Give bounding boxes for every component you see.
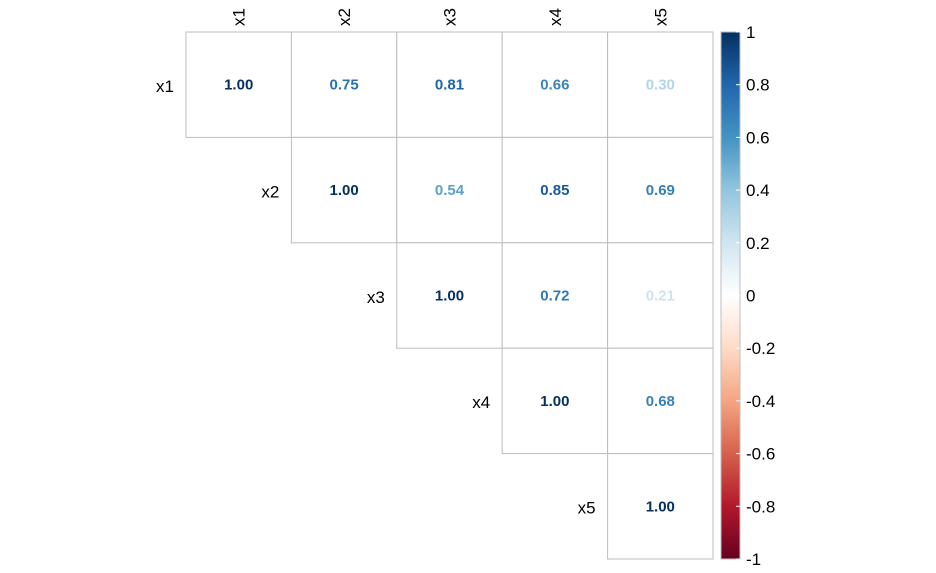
value-label-x2-x4: 0.85 — [540, 182, 569, 199]
cell-x4-x4 — [501, 347, 609, 455]
row-label-x5: x5 — [578, 499, 596, 518]
colorbar-tick-label: -0.2 — [746, 339, 775, 358]
colorbar-tick-label: -0.8 — [746, 497, 775, 516]
column-label-x2: x2 — [335, 8, 354, 26]
cell-x3-x3 — [396, 242, 503, 349]
colorbar-tick-label: 0 — [746, 287, 755, 306]
cell-x2-x2 — [290, 136, 398, 244]
value-label-x3-x3: 1.00 — [435, 288, 464, 305]
cell-x1-x5 — [607, 31, 714, 138]
colorbar-tick-label: -1 — [746, 550, 761, 569]
cell-x1-x4 — [501, 31, 609, 138]
cell-x1-x3 — [396, 31, 503, 138]
value-label-x2-x3: 0.54 — [435, 182, 465, 199]
value-label-x5-x5: 1.00 — [646, 498, 675, 515]
column-label-x4: x4 — [546, 8, 565, 26]
correlation-grid: 1.00 0.75 0.81 0.66 0.30 1.00 0.54 0.85 0.69 1.00… — [185, 31, 714, 560]
colorbar-tick-label: 0.6 — [746, 128, 770, 147]
column-label-x1: x1 — [230, 8, 249, 26]
value-label-x3-x4: 0.72 — [540, 288, 569, 305]
colorbar-tick-label: 1 — [746, 23, 755, 42]
colorbar-tick-label: -0.4 — [746, 392, 775, 411]
cell-x1-x2 — [290, 31, 398, 138]
column-labels: x1 x2 x3 x4 x5 — [230, 8, 671, 26]
value-label-x1-x1: 1.00 — [224, 77, 253, 94]
cell-x3-x5 — [607, 242, 714, 349]
row-label-x3: x3 — [367, 288, 385, 307]
value-label-x4-x4: 1.00 — [540, 393, 569, 410]
cell-x1-x1 — [185, 31, 292, 138]
row-label-x1: x1 — [156, 77, 174, 96]
value-label-x3-x5: 0.21 — [646, 288, 675, 305]
colorbar-tick-label: -0.6 — [746, 445, 775, 464]
value-label-x1-x5: 0.30 — [646, 77, 675, 94]
row-label-x4: x4 — [472, 393, 490, 412]
row-labels: x1 x2 x3 x4 x5 — [156, 77, 596, 518]
cell-x4-x5 — [607, 347, 714, 455]
value-label-x2-x2: 1.00 — [329, 182, 358, 199]
cell-x5-x5 — [607, 453, 714, 560]
colorbar: 1 0.8 0.6 0.4 0.2 0 -0.2 -0.4 -0.6 -0.8 -1 — [720, 23, 775, 569]
cell-x2-x4 — [501, 136, 609, 244]
value-label-x1-x3: 0.81 — [435, 77, 464, 94]
value-label-x1-x2: 0.75 — [329, 77, 358, 94]
column-label-x5: x5 — [651, 8, 670, 26]
value-label-x1-x4: 0.66 — [540, 77, 569, 94]
column-label-x3: x3 — [441, 8, 460, 26]
colorbar-tick-label: 0.4 — [746, 181, 770, 200]
colorbar-tick-label: 0.8 — [746, 76, 770, 95]
value-label-x2-x5: 0.69 — [646, 182, 675, 199]
colorbar-tick-label: 0.2 — [746, 234, 770, 253]
value-label-x4-x5: 0.68 — [646, 393, 675, 410]
row-label-x2: x2 — [261, 182, 279, 201]
